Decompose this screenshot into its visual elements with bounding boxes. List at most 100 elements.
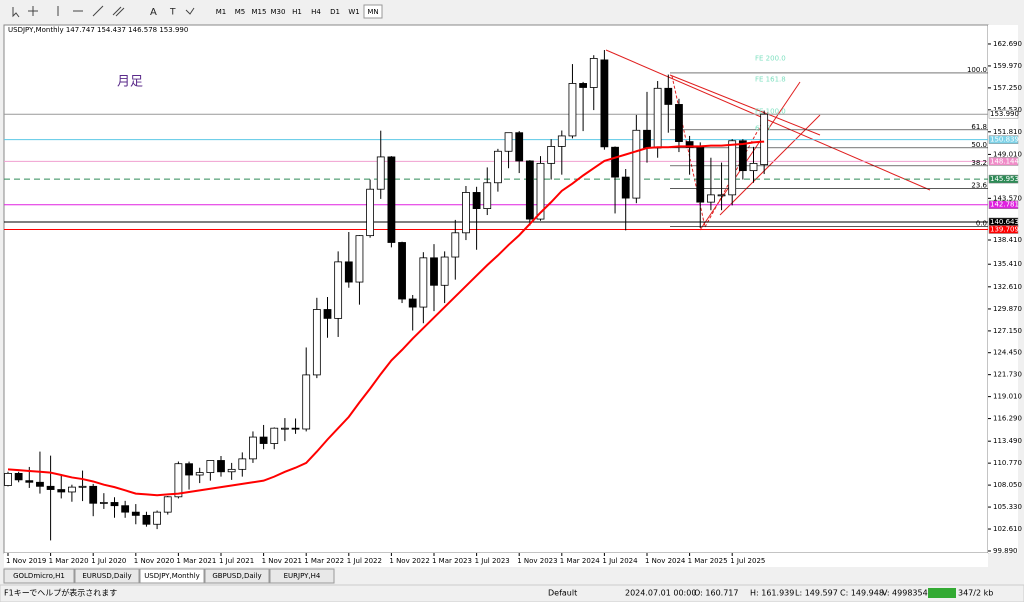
- chart-tab-label[interactable]: USDJPY,Monthly: [144, 572, 200, 580]
- candle-body: [611, 146, 619, 178]
- fib-label: 100.0: [967, 66, 987, 74]
- candle-body: [46, 485, 55, 490]
- candle-body: [4, 472, 12, 486]
- text-icon[interactable]: A: [150, 7, 157, 18]
- chart-tab[interactable]: [204, 568, 270, 584]
- trendline-icon[interactable]: [92, 5, 104, 17]
- timeframe-label[interactable]: H1: [292, 8, 302, 16]
- candle-body: [121, 505, 130, 513]
- candle-body: [557, 135, 566, 147]
- y-tick-label: 157.250: [993, 84, 1022, 92]
- timeframe-label[interactable]: MN: [367, 8, 378, 16]
- chart-tab[interactable]: [3, 568, 75, 584]
- candle-body: [25, 480, 34, 483]
- candle-body: [653, 87, 662, 149]
- timeframe-button[interactable]: [363, 4, 383, 19]
- chart-tab-label[interactable]: GOLDmicro,H1: [13, 572, 65, 580]
- y-tick-label: 116.290: [993, 415, 1022, 423]
- candle-body: [89, 485, 98, 504]
- x-tick-label: 1 Mar 2020: [49, 557, 89, 565]
- y-tick-label: 121.730: [993, 371, 1022, 379]
- timeframe-label[interactable]: M30: [271, 8, 286, 16]
- y-tick-label: 124.450: [993, 349, 1022, 357]
- y-tick-label: 154.530: [993, 106, 1022, 114]
- chart-tab-label[interactable]: EURJPY,H4: [284, 572, 321, 580]
- crosshair-icon[interactable]: [28, 6, 38, 16]
- tabs: GOLDmicro,H1 EURUSD,Daily USDJPY,Monthly GB…: [3, 568, 335, 584]
- candle-body: [589, 58, 598, 88]
- candle-body: [280, 427, 289, 430]
- timeframe-label[interactable]: M15: [252, 8, 267, 16]
- x-tick-label: 1 Jul 2022: [347, 557, 382, 565]
- status-profile: Default: [548, 589, 577, 598]
- fe-label: FE 200.0: [755, 54, 786, 62]
- price-tag-label: 145.953: [990, 175, 1019, 183]
- candle-body: [568, 83, 577, 137]
- candle-body: [185, 463, 193, 476]
- chart-tab[interactable]: [74, 568, 140, 584]
- status-low: L: 149.597: [795, 589, 838, 598]
- candle-body: [536, 162, 545, 220]
- price-tag-label: 148.144: [990, 157, 1019, 165]
- x-tick-label: 1 Jul 2025: [730, 557, 765, 565]
- y-tick-label: 119.010: [993, 393, 1022, 401]
- candle-body: [344, 261, 353, 283]
- x-tick-label: 1 Nov 2021: [262, 557, 302, 565]
- x-tick-label: 1 Nov 2024: [645, 557, 686, 565]
- x-tick-label: 1 Mar 2024: [560, 557, 600, 565]
- timeframe-label[interactable]: D1: [330, 8, 340, 16]
- chart-tab-label[interactable]: GBPUSD,Daily: [212, 572, 261, 580]
- candle-body: [728, 140, 737, 196]
- status-time: 2024.07.01 00:00: [625, 589, 696, 598]
- label-icon[interactable]: T: [169, 8, 176, 18]
- x-tick-label: 1 Nov 2022: [389, 557, 429, 565]
- y-tick-label: 102.610: [993, 525, 1022, 533]
- candle-body: [259, 436, 268, 444]
- moving-average: [7, 140, 765, 497]
- x-tick-label: 1 Mar 2022: [304, 557, 344, 565]
- price-tag-label: 142.781: [990, 201, 1019, 209]
- price-tag-label: 153.990: [990, 110, 1019, 118]
- timeframe-label[interactable]: H4: [311, 8, 321, 16]
- candle-body: [675, 104, 683, 142]
- candle-body: [664, 87, 673, 105]
- y-tick-label: 149.010: [993, 150, 1022, 158]
- candle-body: [547, 146, 556, 164]
- candle-body: [387, 156, 396, 243]
- chart-tab[interactable]: [269, 568, 335, 584]
- chart-tab-label[interactable]: EURUSD,Daily: [82, 572, 131, 580]
- channel-icon[interactable]: [112, 6, 125, 17]
- chart-area: [3, 24, 989, 554]
- candle-body: [78, 485, 87, 488]
- candle-body: [493, 150, 502, 184]
- chart-tab[interactable]: [139, 568, 205, 584]
- channel-line: [699, 81, 801, 231]
- candle-body: [227, 468, 236, 473]
- price-tag-label: 140.643: [990, 218, 1019, 226]
- y-tick-label: 127.150: [993, 327, 1022, 335]
- price-tag: [988, 135, 1019, 144]
- candle-body: [206, 460, 215, 473]
- candle-body: [355, 235, 364, 283]
- candle-body: [749, 162, 758, 172]
- timeframe-label[interactable]: M5: [235, 8, 246, 16]
- candle-body: [217, 460, 225, 473]
- candle-body: [419, 257, 428, 308]
- candle-body: [110, 502, 119, 507]
- status-open: O: 160.717: [694, 589, 738, 598]
- x-tick-label: 1 Jul 2021: [219, 557, 254, 565]
- y-tick-label: 105.330: [993, 503, 1022, 511]
- y-tick-label: 113.490: [993, 437, 1022, 445]
- fib-label: 61.8: [971, 123, 987, 131]
- candle-body: [472, 192, 481, 209]
- candle-body: [696, 146, 705, 203]
- candle-body: [323, 309, 332, 319]
- candle-body: [504, 132, 513, 152]
- arrows-icon[interactable]: [185, 7, 195, 15]
- time-axis: [4, 553, 988, 567]
- timeframe-label[interactable]: M1: [216, 8, 227, 16]
- timeframe-label[interactable]: W1: [348, 8, 359, 16]
- toolbar: [0, 0, 1024, 22]
- y-tick-label: 159.970: [993, 62, 1022, 70]
- cursor-icon[interactable]: [12, 7, 20, 18]
